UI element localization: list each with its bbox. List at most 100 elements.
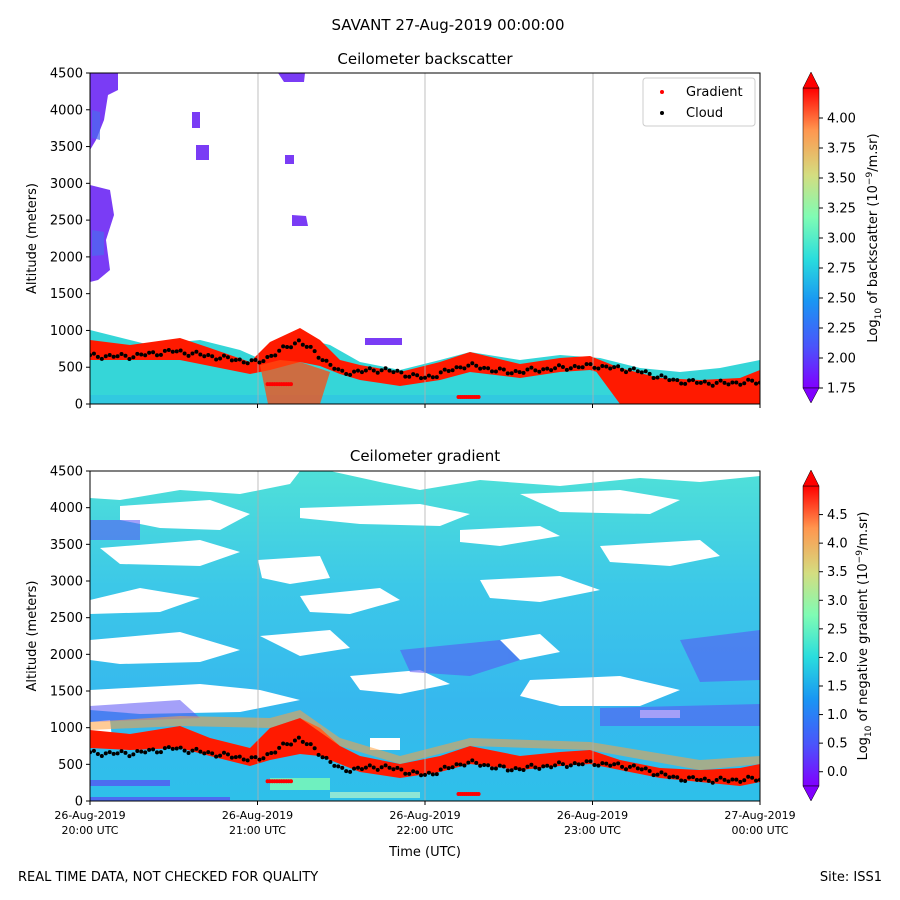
cloud-point	[304, 344, 309, 349]
cloud-point	[210, 354, 215, 359]
cloud-point	[356, 368, 360, 373]
cloud-point	[434, 772, 439, 777]
cloud-point	[683, 381, 688, 386]
cloud-point	[738, 779, 743, 784]
cloud-point	[383, 366, 388, 371]
cloud-point	[328, 759, 333, 764]
cloud-point	[529, 365, 534, 370]
cloud-point	[580, 365, 585, 370]
cloud-point	[588, 362, 593, 367]
cloud-point	[746, 377, 751, 382]
cloud-point	[194, 349, 199, 354]
cloud-point	[95, 354, 100, 359]
cloud-point	[635, 369, 640, 374]
cloud-point	[332, 366, 337, 371]
cloud-point	[249, 755, 254, 760]
cloud-point	[698, 777, 703, 782]
cloud-point	[186, 353, 191, 358]
cloud-point	[320, 358, 325, 363]
cloud-point	[462, 366, 467, 371]
x-tick-time: 23:00 UTC	[564, 824, 621, 837]
cloud-point	[596, 366, 601, 371]
cloud-point	[631, 366, 636, 371]
colorbar-tick-label: 4.5	[827, 508, 848, 523]
cloud-point	[600, 363, 605, 368]
cloud-point	[210, 751, 215, 756]
cloud-point	[174, 746, 179, 751]
cloud-point	[600, 761, 605, 766]
cloud-point	[639, 370, 644, 375]
cloud-point	[356, 765, 360, 770]
colorbar-tick-label: 4.00	[827, 112, 856, 127]
cloud-point	[730, 380, 735, 385]
y-tick-label: 3500	[50, 140, 83, 155]
cloud-point	[285, 742, 290, 747]
cloud-point	[572, 761, 577, 766]
cloud-point	[225, 752, 230, 757]
cloud-point	[580, 762, 585, 767]
legend-gradient-label: Gradient	[686, 85, 743, 100]
colorbar-tick-label: 3.50	[827, 172, 856, 187]
cloud-point	[265, 355, 270, 360]
colorbar-tick-label: 4.0	[827, 537, 848, 552]
cloud-point	[651, 376, 656, 381]
colorbar2-label: Log10 of negative gradient (10−9/m.sr)	[855, 512, 874, 761]
cloud-point	[466, 363, 471, 368]
cloud-point	[127, 754, 132, 759]
cloud-point	[560, 365, 565, 370]
colorbar-tick-label: 2.00	[827, 352, 856, 367]
cloud-point	[478, 366, 483, 371]
cloud-point	[691, 775, 695, 780]
cloud-point	[541, 764, 546, 769]
cloud-point	[627, 764, 632, 769]
colorbar-tick-label: 1.0	[827, 708, 848, 723]
cloud-point	[671, 774, 676, 779]
cloud-point	[225, 355, 230, 360]
y-axis-label: Altitude (meters)	[25, 581, 40, 692]
cloud-point	[99, 356, 104, 361]
cloud-point	[111, 354, 116, 359]
cloud-point	[371, 368, 376, 373]
cloud-point	[162, 348, 167, 353]
cloud-point	[525, 367, 530, 372]
cloud-point	[604, 761, 609, 766]
cloud-point	[545, 763, 550, 768]
cloud-point	[608, 763, 613, 768]
cloud-point	[450, 765, 455, 770]
quality-disclaimer: REAL TIME DATA, NOT CHECKED FOR QUALITY	[18, 870, 319, 885]
cloud-point	[486, 763, 491, 768]
x-axis-label: Time (UTC)	[388, 845, 461, 860]
cloud-point	[257, 757, 262, 762]
cloud-point	[328, 362, 333, 367]
cloud-point	[182, 748, 187, 753]
cloud-point	[147, 350, 152, 355]
cloud-point	[359, 370, 364, 375]
cloud-point	[281, 741, 286, 746]
cloud-point	[679, 778, 684, 783]
cloud-point	[143, 750, 148, 755]
cloud-point	[344, 769, 349, 774]
y-tick-label: 4000	[50, 501, 83, 516]
cloud-point	[241, 360, 246, 365]
cloud-point	[490, 369, 494, 374]
cloud-point	[292, 341, 297, 346]
cloud-point	[501, 367, 506, 372]
cloud-point	[612, 762, 617, 767]
cloud-point	[202, 751, 207, 756]
panel1-colorbar: 1.75 2.00 2.25 2.50 2.75 3.00 3.25 3.50 3.75 4.00…	[802, 71, 884, 404]
cloud-point	[458, 762, 463, 767]
cloud-point	[158, 750, 163, 755]
cloud-point	[537, 369, 542, 374]
cloud-point	[505, 371, 510, 376]
cloud-point	[186, 751, 191, 756]
cloud-point	[166, 745, 171, 750]
panel1-red-plume	[595, 368, 760, 404]
cloud-point	[308, 742, 313, 747]
cloud-point	[454, 365, 459, 370]
y-tick-label: 4500	[50, 67, 83, 82]
cloud-point	[391, 767, 396, 772]
colorbar2-extend-bottom	[802, 785, 820, 802]
cloud-point	[754, 381, 759, 386]
cloud-point	[710, 383, 715, 388]
